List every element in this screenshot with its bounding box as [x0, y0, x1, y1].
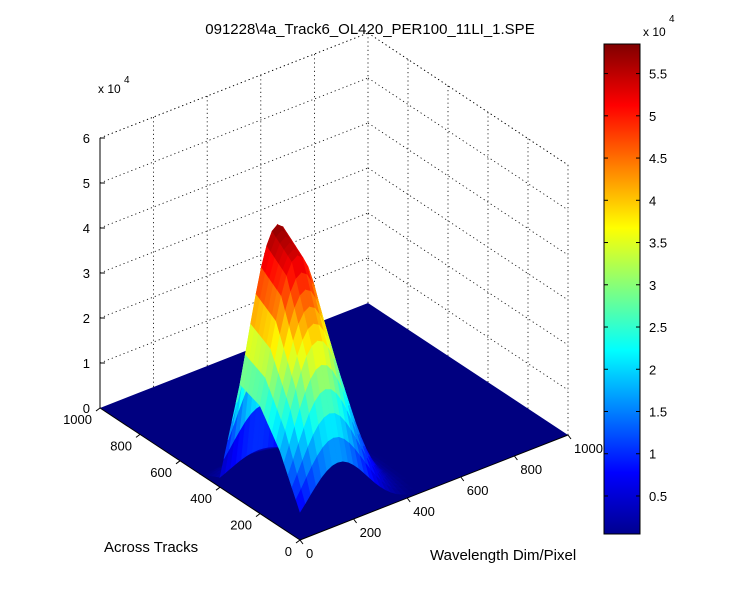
colorbar-tick-label: 1.5	[649, 405, 667, 420]
y-tick-label: 200	[230, 518, 252, 533]
colorbar-tick-label: 4.5	[649, 151, 667, 166]
y-tick-label: 0	[285, 544, 292, 559]
z-multiplier-exponent: 4	[124, 75, 130, 86]
z-tick-label: 2	[83, 311, 90, 326]
y-tick-mark	[295, 539, 301, 544]
y-axis-ticks: 0 200 400 600 800 1000	[63, 407, 301, 559]
colorbar-ticks: 0.5 1 1.5 2 2.5 3 3.5 4 4.5 5 5.5	[604, 67, 667, 504]
y-axis-line	[99, 407, 301, 541]
x-axis-line	[299, 434, 569, 541]
grid-line	[367, 32, 569, 166]
y-tick-mark	[95, 407, 101, 412]
x-tick-label: 1000	[574, 441, 603, 456]
colorbar-tick-label: 0.5	[649, 489, 667, 504]
y-axis-label: Across Tracks	[104, 539, 198, 556]
y-tick-label: 600	[150, 465, 172, 480]
colorbar-multiplier-exponent: 4	[669, 14, 675, 25]
colorbar-tick-label: 3	[649, 278, 656, 293]
grid-line	[99, 122, 369, 229]
surface-mesh	[198, 223, 426, 513]
grid-line	[99, 257, 369, 364]
x-tick-mark	[299, 539, 304, 545]
colorbar-tick-label: 5	[649, 109, 656, 124]
z-tick-label: 5	[83, 176, 90, 191]
x-tick-mark	[567, 434, 572, 440]
grid-line	[99, 167, 369, 274]
z-tick-label: 1	[83, 356, 90, 371]
grid-line	[99, 77, 369, 184]
colorbar-multiplier-base: x 10	[643, 25, 666, 39]
colorbar-tick-label: 4	[649, 193, 656, 208]
y-tick-label: 1000	[63, 412, 92, 427]
colorbar-tick-label: 2	[649, 362, 656, 377]
y-tick-label: 800	[110, 438, 132, 453]
y-tick-label: 400	[190, 491, 212, 506]
axis-grid	[99, 32, 569, 435]
y-tick-mark	[255, 513, 261, 517]
x-tick-label: 800	[520, 462, 542, 477]
z-tick-label: 4	[83, 221, 90, 236]
x-tick-mark	[353, 518, 358, 524]
z-tick-label: 0	[83, 401, 90, 416]
surface-patch	[413, 487, 424, 493]
z-multiplier-base: x 10	[98, 82, 121, 96]
x-tick-label: 600	[467, 483, 489, 498]
surface-patch	[411, 475, 423, 481]
x-tick-label: 200	[360, 525, 382, 540]
x-tick-mark	[460, 476, 465, 482]
colorbar-gradient	[603, 43, 641, 535]
grid-line	[367, 122, 569, 256]
colorbar-tick-label: 5.5	[649, 67, 667, 82]
y-tick-mark	[215, 486, 221, 491]
x-axis-ticks: 0 200 400 600 800 1000	[299, 434, 603, 561]
grid-line	[367, 32, 569, 166]
colorbar-tick-label: 3.5	[649, 236, 667, 251]
z-tick-label: 6	[83, 131, 90, 146]
grid-line	[367, 167, 569, 301]
grid-line	[99, 212, 369, 319]
grid-line	[99, 32, 369, 139]
colorbar-tick-label: 1	[649, 447, 656, 462]
colorbar: 0.5 1 1.5 2 2.5 3 3.5 4 4.5 5 5.5 x 10 4	[603, 14, 675, 535]
x-tick-mark	[406, 497, 411, 503]
z-tick-label: 3	[83, 266, 90, 281]
surface-patch	[385, 452, 397, 458]
y-tick-mark	[175, 460, 181, 465]
grid-line	[367, 77, 569, 211]
y-tick-mark	[135, 433, 141, 438]
colorbar-tick-label: 2.5	[649, 320, 667, 335]
x-tick-mark	[514, 455, 518, 461]
x-tick-label: 400	[413, 504, 435, 519]
surface-patch	[414, 483, 426, 489]
x-tick-label: 0	[306, 546, 313, 561]
chart-title: 091228\4a_Track6_OL420_PER100_11LI_1.SPE	[205, 21, 534, 38]
z-axis: x 10 4 0 1 2 3 4 5 6	[83, 75, 130, 416]
x-axis-label: Wavelength Dim/Pixel	[430, 547, 576, 564]
